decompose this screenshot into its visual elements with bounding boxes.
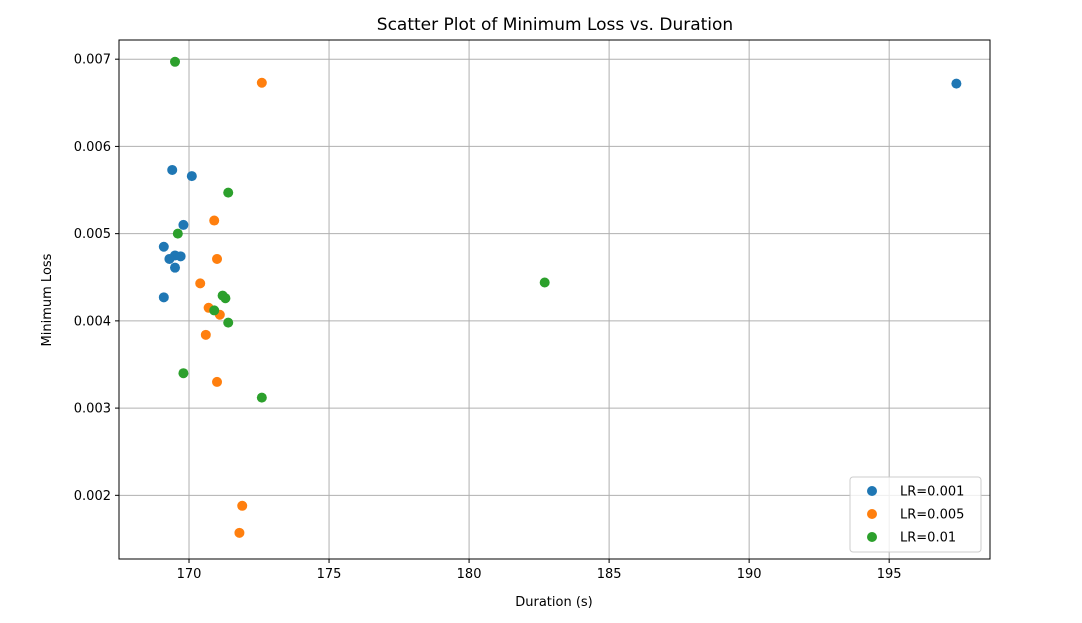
data-point [172, 228, 183, 239]
data-point [209, 305, 220, 316]
legend-label: LR=0.005 [900, 508, 964, 523]
data-point [164, 253, 175, 264]
data-point [256, 77, 267, 88]
legend-marker [867, 486, 877, 496]
data-point [175, 251, 186, 262]
data-point [158, 241, 169, 252]
x-tick-label: 180 [457, 567, 482, 582]
plot-frame [118, 39, 991, 560]
y-tick-label: 0.007 [74, 53, 111, 68]
data-point [209, 215, 220, 226]
x-tick-label: 195 [877, 567, 902, 582]
data-point [220, 293, 231, 304]
y-tick-label: 0.006 [74, 140, 111, 155]
legend-marker [867, 532, 877, 542]
x-tick-label: 170 [177, 567, 202, 582]
y-axis-label: Minimum Loss [40, 253, 55, 346]
series-1 [158, 78, 962, 303]
data-point [951, 78, 962, 89]
x-tick-label: 175 [317, 567, 342, 582]
data-point [539, 277, 550, 288]
legend-label: LR=0.01 [900, 531, 956, 546]
data-point [200, 329, 211, 340]
y-tick-label: 0.004 [74, 314, 111, 329]
y-tick-label: 0.003 [74, 402, 111, 417]
y-tick-label: 0.002 [74, 489, 111, 504]
legend-label: LR=0.001 [900, 485, 964, 500]
chart-title: Scatter Plot of Minimum Loss vs. Duratio… [377, 15, 733, 35]
data-point [212, 376, 223, 387]
data-point [237, 500, 248, 511]
data-point [223, 317, 234, 328]
data-point [178, 219, 189, 230]
x-tick-label: 190 [737, 567, 762, 582]
x-axis-ticks: 170 175 180 185 190 195 [177, 559, 902, 582]
legend: LR=0.001 LR=0.005 LR=0.01 [849, 476, 982, 553]
data-point [170, 56, 181, 67]
data-point [256, 392, 267, 403]
x-axis-label: Duration (s) [515, 595, 593, 610]
data-point [158, 292, 169, 303]
y-axis-ticks: 0.002 0.003 0.004 0.005 0.006 0.007 [74, 53, 119, 504]
data-point [178, 368, 189, 379]
data-point [234, 527, 245, 538]
data-points [158, 56, 962, 538]
data-point [186, 171, 197, 182]
legend-box [849, 476, 982, 553]
data-point [223, 187, 234, 198]
data-point [167, 164, 178, 175]
legend-marker [867, 509, 877, 519]
data-point [170, 262, 181, 273]
y-tick-label: 0.005 [74, 227, 111, 242]
grid-lines [119, 40, 990, 559]
series-3 [170, 56, 550, 403]
data-point [212, 253, 223, 264]
data-point [195, 278, 206, 289]
x-tick-label: 185 [597, 567, 622, 582]
